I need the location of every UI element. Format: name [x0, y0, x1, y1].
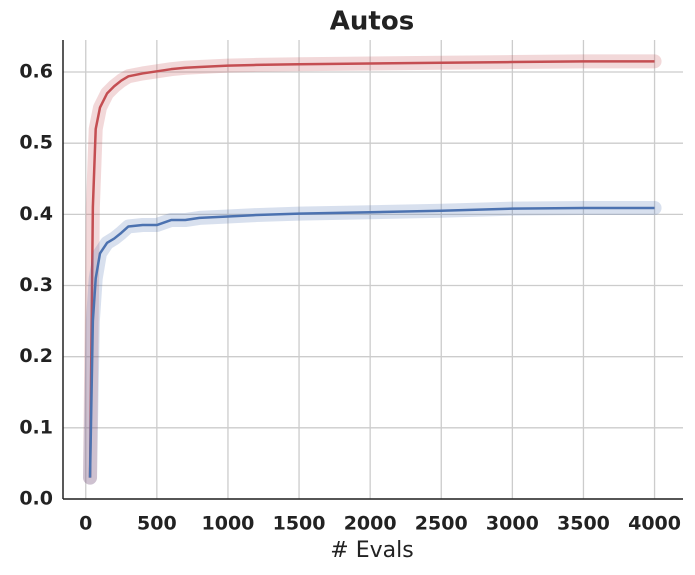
x-tick-label: 2500 — [415, 513, 468, 535]
x-tick-label: 3500 — [557, 513, 610, 535]
x-tick-label: 1500 — [273, 513, 326, 535]
series-line — [88, 60, 655, 478]
y-tick-label: 0.5 — [19, 132, 53, 154]
x-tick-label: 0 — [79, 513, 92, 535]
y-tick-label: 0.6 — [19, 61, 53, 83]
y-tick-label: 0.1 — [19, 416, 53, 438]
x-tick-label: 500 — [137, 513, 177, 535]
x-tick-label: 4000 — [628, 513, 681, 535]
y-tick-label: 0.3 — [19, 274, 53, 296]
chart-title: Autos — [330, 7, 414, 37]
y-tick-label: 0.4 — [19, 203, 53, 225]
x-tick-label: 1000 — [202, 513, 255, 535]
y-tick-label: 0.2 — [19, 345, 53, 367]
series-line — [88, 206, 655, 478]
confidence-band — [83, 54, 662, 485]
x-tick-label: 2000 — [344, 513, 397, 535]
confidence-band — [83, 200, 662, 485]
x-axis-label: # Evals — [330, 538, 413, 563]
x-tick-label: 3000 — [486, 513, 539, 535]
y-tick-label: 0.0 — [19, 488, 53, 510]
